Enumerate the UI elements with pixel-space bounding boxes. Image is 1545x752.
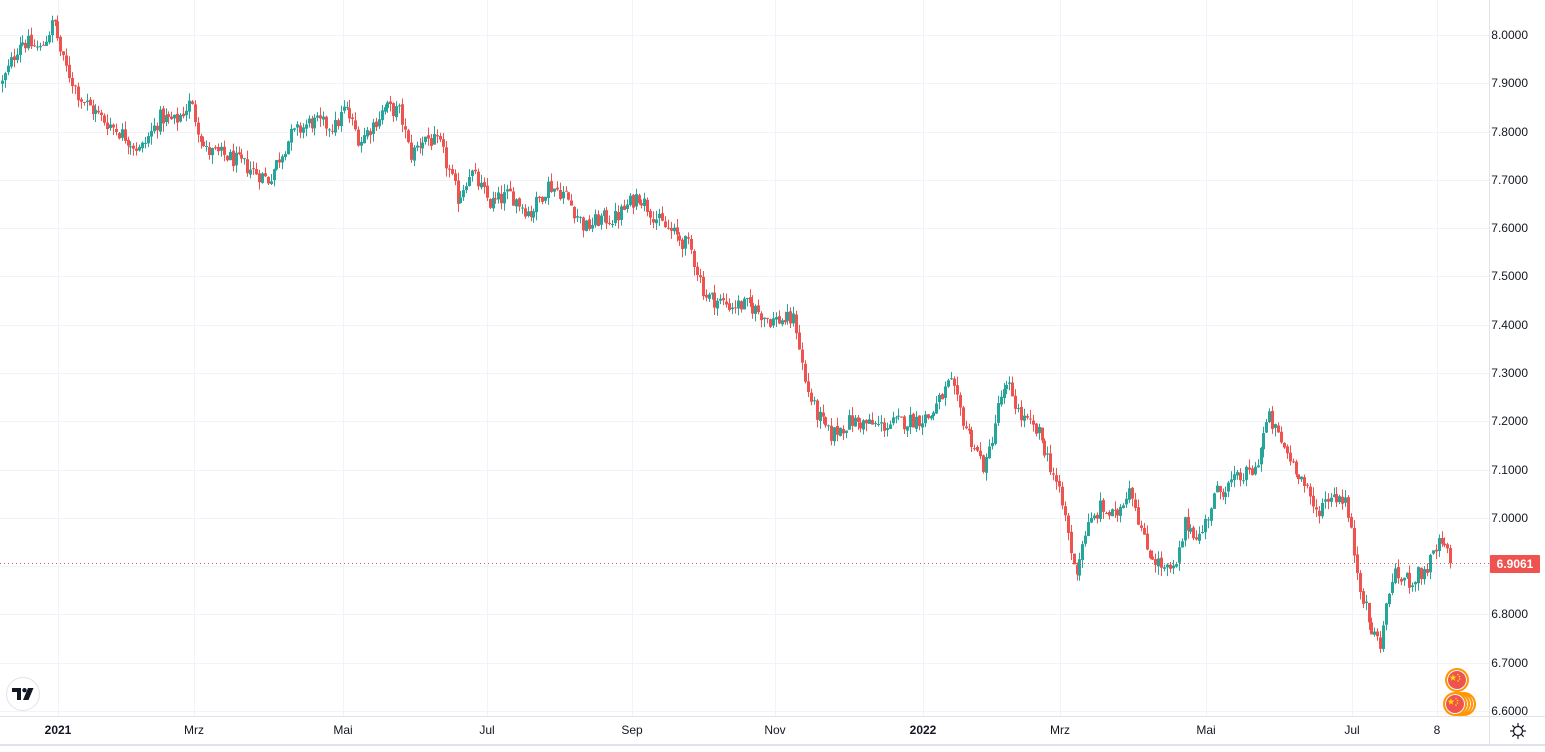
price-tick-label: 7.8000 bbox=[1491, 124, 1528, 139]
last-price-label: 6.9061 bbox=[1490, 554, 1540, 573]
price-tick-label: 7.4000 bbox=[1491, 317, 1528, 332]
bottom-border bbox=[0, 744, 1545, 746]
time-tick-label: Mai bbox=[333, 723, 353, 737]
price-tick-label: 7.6000 bbox=[1491, 221, 1528, 236]
time-tick-label: Mai bbox=[1196, 723, 1216, 737]
time-tick-label: 2021 bbox=[44, 723, 72, 737]
price-tick-label: 6.7000 bbox=[1491, 655, 1528, 670]
time-tick-label: Mrz bbox=[1050, 723, 1070, 737]
grid bbox=[0, 0, 1489, 716]
price-tick-label: 7.5000 bbox=[1491, 269, 1528, 284]
time-tick-label: Jul bbox=[1344, 723, 1360, 737]
china-flag-event-icon[interactable] bbox=[1445, 668, 1469, 692]
price-tick-label: 7.3000 bbox=[1491, 366, 1528, 380]
time-tick-label: 2022 bbox=[909, 723, 937, 737]
china-flag-event-icon[interactable] bbox=[1443, 692, 1467, 716]
price-tick-label: 7.7000 bbox=[1491, 172, 1528, 187]
price-tick-label: 7.9000 bbox=[1491, 76, 1528, 91]
time-tick-label: 8 bbox=[1433, 723, 1441, 737]
candles bbox=[1, 15, 1452, 653]
time-tick-label: Nov bbox=[764, 723, 786, 737]
price-axis-border bbox=[1489, 0, 1490, 744]
price-tick-label: 7.1000 bbox=[1491, 462, 1528, 477]
price-tick-label: 8.0000 bbox=[1491, 28, 1528, 42]
gear-icon bbox=[1509, 722, 1527, 740]
price-tick-label: 7.0000 bbox=[1491, 510, 1528, 525]
time-axis-border bbox=[0, 716, 1545, 717]
price-tick-label: 7.2000 bbox=[1491, 414, 1528, 429]
chart-settings-button[interactable] bbox=[1507, 720, 1529, 742]
time-tick-label: Jul bbox=[479, 723, 495, 737]
tradingview-logo-icon bbox=[12, 688, 34, 700]
time-tick-label: Mrz bbox=[184, 723, 204, 737]
price-tick-label: 6.6000 bbox=[1491, 704, 1528, 718]
tradingview-logo[interactable] bbox=[6, 677, 40, 711]
price-tick-label: 6.8000 bbox=[1491, 607, 1528, 622]
time-tick-label: Sep bbox=[621, 723, 643, 737]
